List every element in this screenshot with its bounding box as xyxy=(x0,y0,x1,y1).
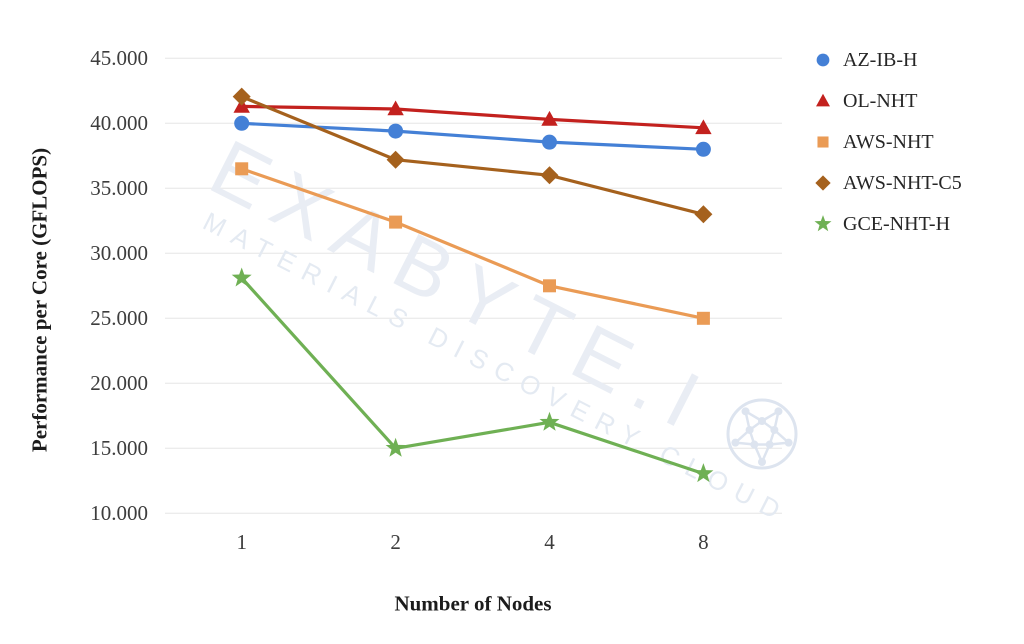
triangle-marker-icon xyxy=(233,97,250,113)
series-line-az-ib-h xyxy=(240,121,706,151)
y-tick-label: 40.000 xyxy=(90,111,148,136)
x-axis-title: Number of Nodes xyxy=(394,591,552,616)
star-marker-icon xyxy=(385,437,406,457)
legend-item-aws-nht: AWS-NHT xyxy=(812,130,934,154)
star-marker-icon xyxy=(814,215,832,232)
legend-item-aws-nht-c5: AWS-NHT-C5 xyxy=(812,171,962,195)
circle-marker-icon xyxy=(816,53,830,67)
circle-marker-icon xyxy=(542,134,557,150)
x-tick-label: 4 xyxy=(544,530,555,554)
triangle-marker-icon xyxy=(387,100,404,116)
diamond-marker-icon xyxy=(232,87,251,106)
watermark-text: EXABYTE.I xyxy=(197,122,727,452)
y-tick-label: 25.000 xyxy=(90,306,148,331)
legend-triangle-icon xyxy=(816,93,830,107)
legend-item-ol-nht: OL-NHT xyxy=(812,89,917,113)
y-tick-label: 45.000 xyxy=(90,46,148,71)
x-tick-label: 1 xyxy=(236,530,247,554)
diamond-marker-icon xyxy=(540,166,559,185)
y-tick-label: 30.000 xyxy=(90,241,148,266)
y-tick-label: 15.000 xyxy=(90,436,148,461)
legend-label: AWS-NHT xyxy=(843,130,934,153)
y-tick-label: 20.000 xyxy=(90,371,148,396)
triangle-marker-icon xyxy=(695,119,712,135)
circle-marker-icon xyxy=(695,141,711,157)
fullerene-ball-icon xyxy=(726,398,798,470)
y-tick-label: 10.000 xyxy=(90,501,148,526)
diamond-marker-icon xyxy=(815,175,831,191)
triangle-marker-icon xyxy=(541,110,558,126)
legend-item-gce-nht-h: GCE-NHT-H xyxy=(812,212,950,236)
legend-label: OL-NHT xyxy=(843,89,918,112)
series-line-ol-nht xyxy=(240,104,706,130)
y-tick-label: 35.000 xyxy=(90,176,148,201)
legend-label: AWS-NHT-C5 xyxy=(843,171,962,194)
circle-marker-icon xyxy=(388,123,404,139)
legend-star-icon xyxy=(814,215,832,232)
square-marker-icon xyxy=(817,136,829,148)
legend-circle-icon xyxy=(816,53,830,67)
legend-item-az-ib-h: AZ-IB-H xyxy=(812,48,917,72)
triangle-marker-icon xyxy=(816,93,830,107)
square-marker-icon xyxy=(696,311,710,325)
legend-label: GCE-NHT-H xyxy=(843,212,951,235)
x-tick-label: 2 xyxy=(390,530,401,554)
star-marker-icon xyxy=(231,267,252,287)
diamond-marker-icon xyxy=(386,150,405,169)
x-tick-label: 8 xyxy=(698,530,709,554)
legend-diamond-icon xyxy=(815,175,831,191)
legend-label: AZ-IB-H xyxy=(843,48,918,71)
diamond-marker-icon xyxy=(694,205,713,224)
legend-square-icon xyxy=(817,136,829,148)
